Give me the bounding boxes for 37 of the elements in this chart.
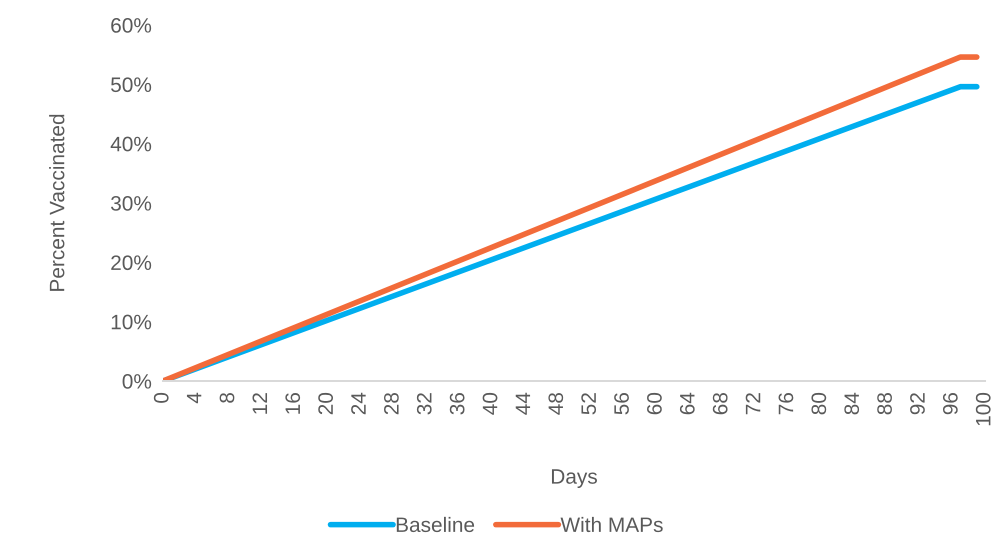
y-tick-label: 60% bbox=[111, 18, 152, 33]
x-tick-label: 20 bbox=[318, 392, 333, 414]
x-tick-label: 96 bbox=[942, 393, 958, 414]
x-tick-label: 44 bbox=[516, 392, 530, 415]
x-tick-label: 84 bbox=[844, 392, 860, 414]
x-tick-label: 40 bbox=[482, 392, 498, 415]
legend-label: Baseline bbox=[396, 516, 474, 532]
x-tick-label: 16 bbox=[285, 393, 300, 414]
x-tick-label: 92 bbox=[910, 393, 925, 414]
x-tick-label: 88 bbox=[877, 393, 892, 414]
legend-label: With MAPs bbox=[560, 516, 663, 532]
x-tick-label: 48 bbox=[548, 393, 564, 415]
x-tick-label: 64 bbox=[680, 392, 695, 414]
y-tick-label: 20% bbox=[111, 255, 152, 270]
x-tick-label: 8 bbox=[220, 393, 234, 403]
x-tick-label: 0 bbox=[154, 392, 169, 403]
x-tick-label: 72 bbox=[746, 393, 760, 414]
x-tick-label: 80 bbox=[811, 392, 826, 414]
x-tick-label: 68 bbox=[712, 393, 728, 414]
x-tick-label: 60 bbox=[647, 392, 662, 414]
y-tick-label: 50% bbox=[111, 77, 152, 92]
y-tick-label: 30% bbox=[110, 196, 152, 211]
x-tick-label: 56 bbox=[614, 393, 629, 414]
x-tick-label: 4 bbox=[186, 392, 202, 404]
x-tick-label: 28 bbox=[384, 393, 399, 414]
x-tick-label: 12 bbox=[252, 393, 268, 414]
x-tick-label: 24 bbox=[351, 392, 366, 414]
x-axis-title: Days bbox=[552, 469, 597, 488]
x-tick-label: 52 bbox=[581, 393, 596, 414]
y-axis-title: Percent Vaccinated bbox=[49, 114, 64, 291]
x-tick-label: 36 bbox=[450, 393, 465, 414]
x-tick-label: 32 bbox=[416, 393, 432, 414]
y-tick-label: 10% bbox=[112, 314, 152, 330]
x-tick-label: 76 bbox=[778, 393, 794, 414]
y-tick-label: 0% bbox=[122, 374, 152, 389]
x-tick-label: 100 bbox=[976, 392, 991, 426]
y-tick-label: 40% bbox=[110, 136, 152, 152]
